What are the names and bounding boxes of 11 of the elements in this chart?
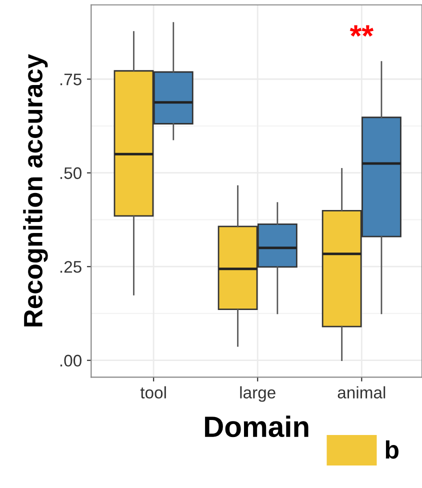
y-tick-label: .00: [60, 354, 82, 367]
y-tick-label: .75: [60, 74, 82, 86]
x-tick-label: large: [240, 386, 276, 402]
legend-label: b: [386, 440, 398, 459]
x-axis-title: Domain: [205, 416, 308, 438]
y-axis-title: Recognition accuracy: [23, 54, 48, 326]
x-tick-label: animal: [338, 386, 386, 398]
y-tick-label: .25: [60, 261, 82, 273]
x-tick-label: tool: [140, 386, 166, 398]
annotation: **: [350, 25, 374, 37]
y-tick-label: .50: [60, 167, 82, 180]
